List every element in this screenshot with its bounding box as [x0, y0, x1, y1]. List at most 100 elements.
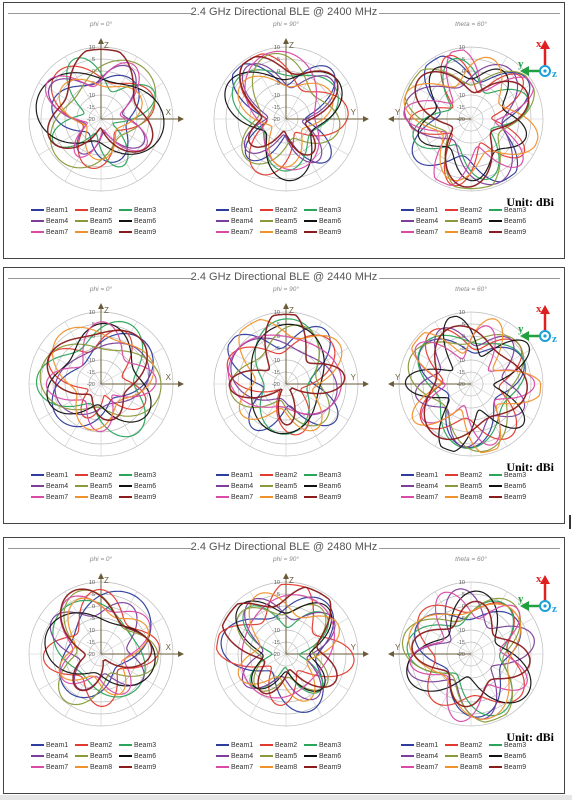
horizontal-axis-label: X	[166, 373, 172, 382]
legend-item: Beam7	[31, 229, 68, 236]
legend-swatch	[31, 485, 44, 488]
grid-spoke	[100, 118, 138, 182]
polar-chart-svg: phi = 0° 10 5 0 -5 -10 -15 -20 Z X	[28, 555, 184, 727]
beam-curve-beam8	[237, 592, 341, 702]
legend-label: Beam3	[504, 472, 527, 479]
legend-label: Beam8	[90, 229, 113, 236]
legend-item: Beam4	[31, 753, 68, 760]
cut-label: theta = 60°	[455, 285, 487, 293]
legend-item: Beam9	[304, 229, 341, 236]
z-label: z	[552, 603, 557, 615]
vertical-axis-label: Z	[289, 306, 294, 315]
legend-label: Beam8	[460, 229, 483, 236]
beam-curve-beam9	[46, 329, 148, 422]
y-label: y	[518, 58, 524, 70]
axis-arrow	[98, 38, 104, 44]
grid-spoke	[285, 591, 323, 655]
beam-curve-beam4	[403, 63, 519, 186]
legend-swatch	[260, 485, 273, 488]
legend: Beam1 Beam2 Beam3 Beam4 Beam5 Beam6 Beam7 Beam8…	[401, 742, 572, 782]
grid-spoke	[285, 56, 323, 120]
legend-label: Beam1	[231, 742, 254, 749]
radial-tick-label: -10	[457, 358, 465, 364]
legend-label: Beam2	[460, 742, 483, 749]
legend-swatch	[216, 755, 229, 758]
axis-arrow	[388, 116, 394, 122]
legend-label: Beam8	[460, 494, 483, 501]
legend-label: Beam6	[319, 753, 342, 760]
legend-label: Beam4	[231, 483, 254, 490]
grid-spoke	[64, 591, 102, 655]
bottom-scrollbar[interactable]	[0, 795, 572, 800]
chart-panel: 2.4 GHz Directional BLE @ 2440 MHz phi = …	[3, 267, 565, 524]
grid-spoke	[249, 591, 287, 655]
z-label: z	[552, 68, 557, 80]
legend: Beam1 Beam2 Beam3 Beam4 Beam5 Beam6 Beam7 Beam8…	[216, 472, 400, 512]
grid-spoke	[285, 653, 349, 691]
radial-tick-label: 10	[89, 310, 95, 316]
beam-curve-beam9	[221, 586, 338, 695]
legend-label: Beam9	[134, 494, 157, 501]
radial-tick-label: 0	[277, 69, 280, 75]
legend-swatch	[489, 220, 502, 223]
legend-item: Beam5	[445, 483, 482, 490]
axis-arrow	[388, 651, 394, 657]
legend-label: Beam7	[231, 229, 254, 236]
legend-label: Beam7	[231, 764, 254, 771]
grid-spoke	[285, 82, 349, 120]
legend-label: Beam9	[319, 764, 342, 771]
legend-swatch	[445, 744, 458, 747]
legend-swatch	[31, 209, 44, 212]
legend-swatch	[216, 231, 229, 234]
legend-label: Beam7	[416, 229, 439, 236]
beam-curve-beam3	[35, 320, 146, 438]
radial-tick-label: 5	[462, 322, 465, 328]
legend-label: Beam7	[416, 494, 439, 501]
axis-arrow	[178, 116, 184, 122]
legend-item: Beam7	[401, 494, 438, 501]
legend-swatch	[31, 496, 44, 499]
radial-tick-label: -20	[87, 382, 95, 388]
beam-curve-beam5	[58, 589, 159, 706]
grid-spoke	[285, 118, 323, 182]
radial-tick-label: -20	[457, 382, 465, 388]
axis-arrow	[283, 303, 289, 309]
grid-spoke	[408, 118, 472, 156]
legend-label: Beam9	[319, 494, 342, 501]
coordinate-axes-icon: xy z	[518, 303, 557, 345]
legend-label: Beam1	[416, 207, 439, 214]
grid-spoke	[470, 617, 534, 655]
grid-spoke	[38, 118, 102, 156]
legend-label: Beam1	[46, 472, 69, 479]
legend-item: Beam2	[445, 207, 482, 214]
beam-curve-beam6	[35, 72, 165, 155]
radial-tick-label: 0	[462, 334, 465, 340]
legend-label: Beam4	[416, 753, 439, 760]
legend-swatch	[489, 485, 502, 488]
legend-item: Beam1	[216, 207, 253, 214]
polar-plot: phi = 0° 10 5 0 -5 -10 -15 -20 Z X	[9, 19, 193, 203]
legend-label: Beam2	[275, 472, 298, 479]
legend-label: Beam3	[134, 472, 157, 479]
beam-curve-beam7	[45, 321, 157, 433]
vertical-axis-label: Z	[104, 41, 109, 50]
beam-curve-beam6	[46, 322, 152, 423]
legend-item: Beam3	[119, 742, 156, 749]
chart-panel: 2.4 GHz Directional BLE @ 2400 MHz phi = …	[3, 2, 565, 259]
legend-item: Beam6	[489, 483, 526, 490]
vertical-axis-label: Z	[104, 306, 109, 315]
legend-swatch	[119, 744, 132, 747]
legend-item: Beam4	[401, 483, 438, 490]
legend: Beam1 Beam2 Beam3 Beam4 Beam5 Beam6 Beam7 Beam8…	[401, 472, 572, 512]
legend-swatch	[445, 496, 458, 499]
legend-label: Beam4	[231, 753, 254, 760]
legend-label: Beam7	[46, 229, 69, 236]
legend-swatch	[489, 209, 502, 212]
beam-curve-beam3	[51, 57, 156, 168]
legend-swatch	[119, 766, 132, 769]
legend-swatch	[489, 231, 502, 234]
cut-label: phi = 90°	[272, 555, 299, 563]
title-rule	[8, 278, 193, 279]
grid-spoke	[64, 118, 102, 182]
